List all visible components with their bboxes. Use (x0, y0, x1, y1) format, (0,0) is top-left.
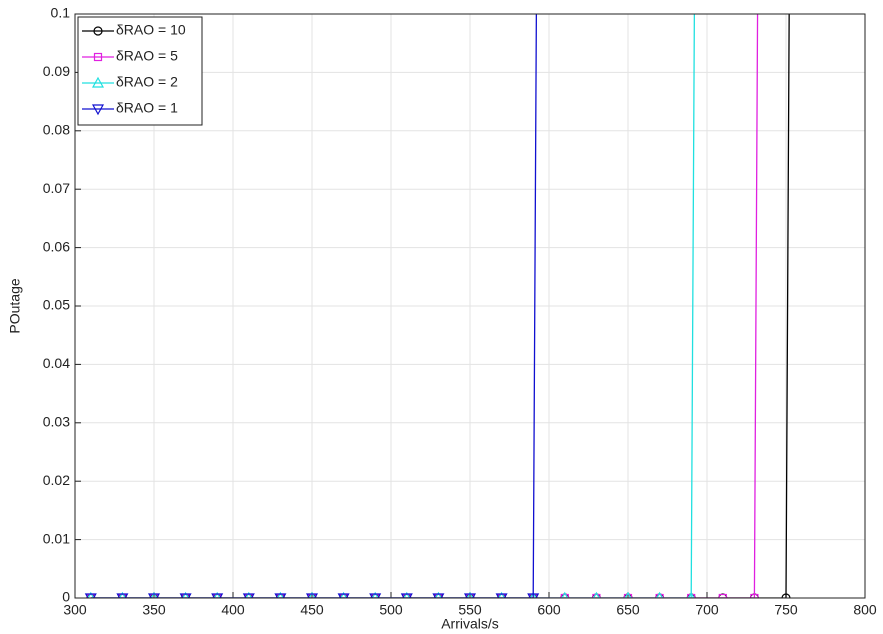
y-tick-label: 0.06 (43, 238, 70, 254)
marker (93, 26, 103, 36)
x-tick-label: 550 (458, 602, 482, 618)
legend-label: δRAO = 5 (116, 48, 178, 64)
legend-label: δRAO = 10 (116, 22, 186, 38)
x-tick-label: 750 (774, 602, 798, 618)
marker (463, 593, 477, 598)
marker (432, 593, 445, 598)
y-tick-label: 0.04 (43, 355, 70, 371)
x-tick-label: 350 (142, 602, 166, 618)
y-tick-label: 0 (62, 589, 70, 605)
marker (242, 593, 255, 598)
legend-label: δRAO = 1 (116, 100, 178, 116)
x-tick-label: 400 (221, 602, 245, 618)
marker (400, 593, 413, 598)
y-tick-label: 0.03 (43, 414, 70, 430)
y-tick-label: 0.1 (51, 5, 71, 21)
y-tick-label: 0.02 (43, 472, 70, 488)
y-tick-label: 0.08 (43, 122, 70, 138)
marker (179, 593, 192, 598)
marker (305, 593, 319, 598)
x-axis-label: Arrivals/s (441, 616, 499, 632)
x-tick-label: 450 (300, 602, 324, 618)
x-tick-label: 800 (853, 602, 877, 618)
y-tick-label: 0.09 (43, 63, 70, 79)
y-tick-label: 0.01 (43, 530, 70, 546)
x-tick-label: 300 (63, 602, 87, 618)
marker (527, 593, 540, 598)
marker (93, 52, 103, 62)
marker (369, 593, 382, 598)
marker (211, 593, 224, 598)
axes-box (74, 13, 866, 599)
y-tick-label: 0.07 (43, 180, 70, 196)
marker (337, 593, 350, 598)
marker (147, 593, 161, 598)
marker (718, 593, 727, 598)
marker (495, 593, 508, 598)
marker (116, 593, 129, 598)
marker (91, 104, 105, 116)
legend-label: δRAO = 2 (116, 74, 178, 90)
x-tick-label: 650 (616, 602, 640, 618)
y-tick-label: 0.05 (43, 297, 70, 313)
x-tick-label: 700 (695, 602, 719, 618)
marker (560, 593, 569, 598)
marker (750, 593, 759, 598)
x-tick-label: 500 (379, 602, 403, 618)
marker (592, 593, 601, 598)
marker (84, 593, 97, 598)
marker (623, 593, 633, 598)
marker (274, 593, 287, 598)
marker (91, 76, 105, 88)
marker (655, 593, 664, 598)
y-axis-label: POutage (7, 278, 23, 333)
x-tick-label: 600 (537, 602, 561, 618)
marker (781, 593, 791, 598)
